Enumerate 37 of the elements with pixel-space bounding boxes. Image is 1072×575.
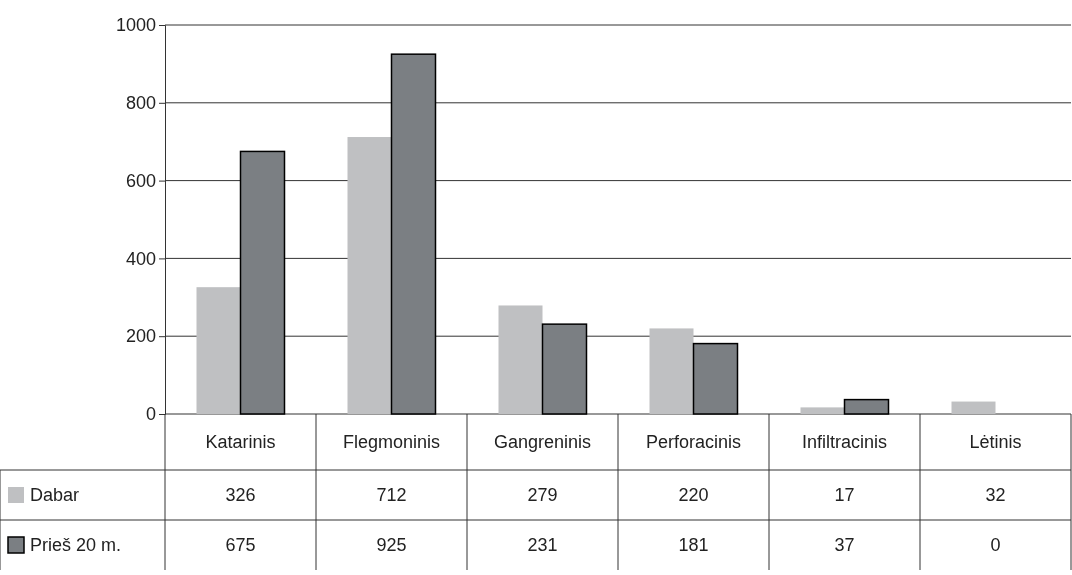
bar <box>347 137 392 414</box>
x-tick-label: Katarinis <box>205 432 276 452</box>
data-label: 675 <box>225 535 256 555</box>
data-label: 326 <box>225 485 256 505</box>
legend-label: Prieš 20 m. <box>30 535 122 555</box>
x-tick-label: Infiltracinis <box>801 432 888 452</box>
bar <box>498 305 543 414</box>
bar <box>951 401 996 414</box>
data-label: 712 <box>376 485 407 505</box>
x-tick-label: Gangreninis <box>493 432 592 452</box>
data-label: 0 <box>990 535 1001 555</box>
data-label: 279 <box>527 485 558 505</box>
bar <box>843 398 890 415</box>
data-label: 231 <box>527 535 558 555</box>
bar <box>196 287 241 414</box>
data-label: 181 <box>678 535 709 555</box>
bar <box>692 342 739 415</box>
y-tick-label: 400 <box>125 248 156 269</box>
bar <box>390 53 437 415</box>
y-tick-label: 200 <box>125 326 156 347</box>
data-label: 32 <box>985 485 1006 505</box>
bar <box>239 150 286 415</box>
x-tick-label: Flegmoninis <box>342 432 441 452</box>
data-label: 37 <box>834 535 855 555</box>
data-label: 925 <box>376 535 407 555</box>
data-label: 17 <box>834 485 855 505</box>
bar <box>541 323 588 415</box>
y-tick-label: 0 <box>145 404 156 425</box>
bar <box>649 328 694 414</box>
bar <box>800 407 845 414</box>
data-label: 220 <box>678 485 709 505</box>
y-tick-label: 800 <box>125 93 156 114</box>
y-tick-label: 1000 <box>115 15 156 36</box>
x-tick-label: Perforacinis <box>645 432 742 452</box>
y-tick-label: 600 <box>125 170 156 191</box>
legend-label: Dabar <box>30 485 80 505</box>
x-tick-label: Lėtinis <box>969 432 1022 452</box>
